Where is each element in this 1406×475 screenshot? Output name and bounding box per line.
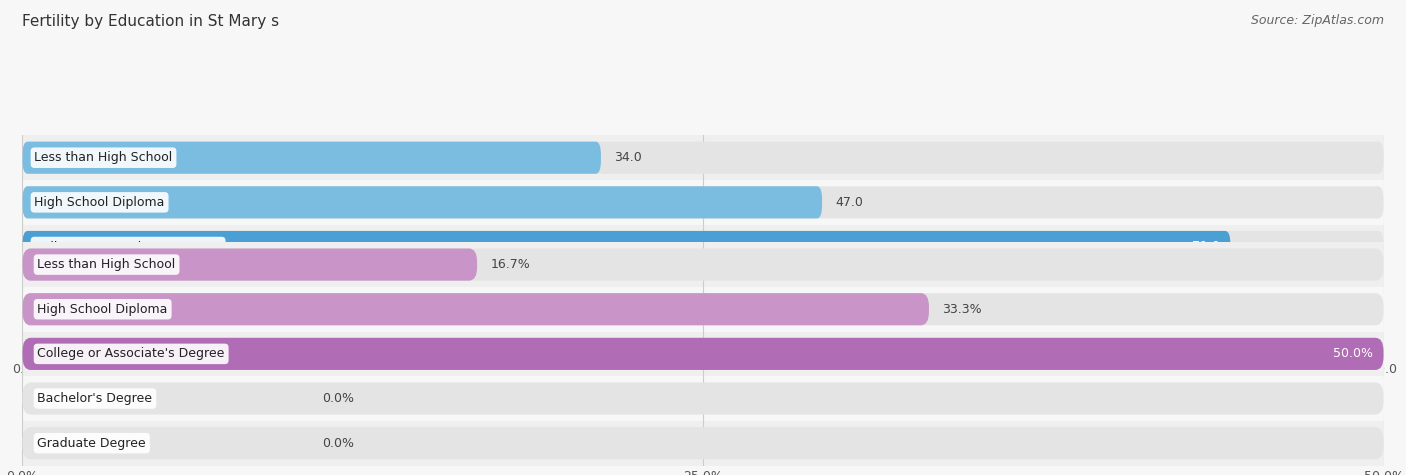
Text: 0.0%: 0.0% bbox=[322, 437, 354, 450]
Text: Less than High School: Less than High School bbox=[34, 151, 173, 164]
FancyBboxPatch shape bbox=[22, 276, 1384, 308]
Text: 71.0: 71.0 bbox=[1192, 240, 1219, 254]
Bar bbox=[22, 242, 1384, 287]
Text: College or Associate's Degree: College or Associate's Degree bbox=[34, 240, 222, 254]
FancyBboxPatch shape bbox=[22, 427, 1384, 459]
FancyBboxPatch shape bbox=[22, 142, 1384, 174]
Text: College or Associate's Degree: College or Associate's Degree bbox=[38, 347, 225, 361]
Bar bbox=[22, 421, 1384, 466]
Text: Less than High School: Less than High School bbox=[38, 258, 176, 271]
Text: 34.0: 34.0 bbox=[614, 151, 643, 164]
Bar bbox=[22, 376, 1384, 421]
Bar bbox=[22, 180, 1384, 225]
FancyBboxPatch shape bbox=[22, 248, 477, 281]
FancyBboxPatch shape bbox=[22, 338, 1384, 370]
Text: Bachelor's Degree: Bachelor's Degree bbox=[38, 392, 152, 405]
Text: Source: ZipAtlas.com: Source: ZipAtlas.com bbox=[1250, 14, 1384, 27]
Text: 0.0%: 0.0% bbox=[322, 392, 354, 405]
Text: High School Diploma: High School Diploma bbox=[34, 196, 165, 209]
Text: 0.0: 0.0 bbox=[322, 330, 342, 343]
Text: 50.0%: 50.0% bbox=[1333, 347, 1372, 361]
FancyBboxPatch shape bbox=[22, 231, 1230, 263]
FancyBboxPatch shape bbox=[22, 248, 1384, 281]
Text: Graduate Degree: Graduate Degree bbox=[38, 437, 146, 450]
Bar bbox=[22, 287, 1384, 332]
Text: 0.0: 0.0 bbox=[322, 285, 342, 298]
Text: 47.0: 47.0 bbox=[835, 196, 863, 209]
Bar bbox=[22, 332, 1384, 376]
FancyBboxPatch shape bbox=[22, 382, 1384, 415]
FancyBboxPatch shape bbox=[22, 142, 600, 174]
FancyBboxPatch shape bbox=[22, 320, 1384, 352]
Bar bbox=[22, 269, 1384, 314]
FancyBboxPatch shape bbox=[22, 338, 1384, 370]
Text: High School Diploma: High School Diploma bbox=[38, 303, 167, 316]
Text: Bachelor's Degree: Bachelor's Degree bbox=[34, 285, 149, 298]
FancyBboxPatch shape bbox=[22, 186, 823, 219]
Bar bbox=[22, 225, 1384, 269]
FancyBboxPatch shape bbox=[22, 186, 1384, 219]
Text: Fertility by Education in St Mary s: Fertility by Education in St Mary s bbox=[22, 14, 280, 29]
FancyBboxPatch shape bbox=[22, 231, 1384, 263]
Text: 33.3%: 33.3% bbox=[942, 303, 983, 316]
Bar bbox=[22, 135, 1384, 180]
Text: 16.7%: 16.7% bbox=[491, 258, 530, 271]
Bar bbox=[22, 314, 1384, 359]
FancyBboxPatch shape bbox=[22, 293, 1384, 325]
FancyBboxPatch shape bbox=[22, 293, 929, 325]
Text: Graduate Degree: Graduate Degree bbox=[34, 330, 143, 343]
